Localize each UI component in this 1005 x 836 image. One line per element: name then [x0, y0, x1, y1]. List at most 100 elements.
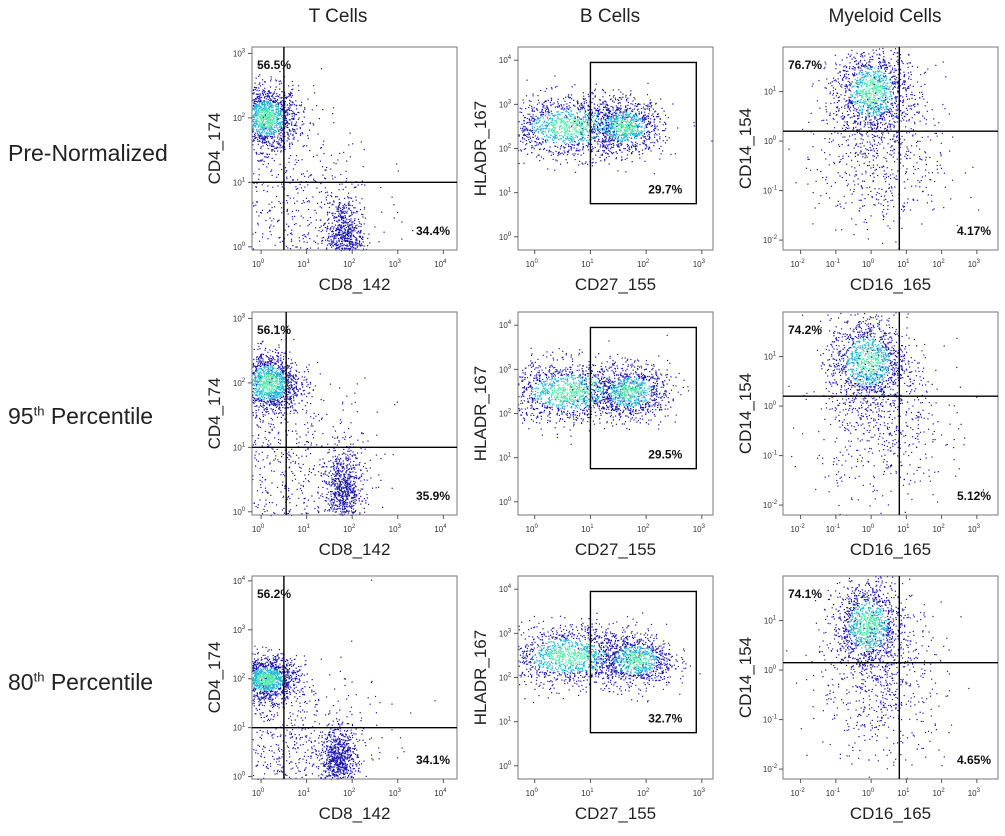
data-point — [638, 124, 640, 126]
data-point — [252, 124, 254, 126]
data-point — [335, 245, 337, 247]
data-point — [587, 120, 589, 122]
data-point — [652, 108, 654, 110]
data-point — [582, 128, 585, 130]
data-point — [873, 110, 875, 112]
data-point — [296, 161, 298, 164]
data-point — [274, 101, 277, 104]
data-point — [644, 108, 646, 110]
data-point — [594, 139, 596, 141]
data-point — [336, 233, 338, 235]
data-point — [279, 113, 281, 115]
data-point — [547, 99, 549, 101]
data-point — [566, 137, 568, 139]
data-point — [605, 103, 607, 105]
data-point — [556, 85, 558, 88]
data-point — [252, 89, 254, 91]
data-point — [582, 130, 584, 132]
data-point — [277, 118, 279, 120]
data-point — [262, 126, 264, 128]
data-point — [577, 145, 579, 147]
data-point — [564, 142, 566, 144]
data-point — [889, 78, 891, 80]
data-point — [567, 145, 570, 148]
data-point — [621, 138, 623, 140]
data-point — [711, 140, 713, 142]
data-point — [859, 132, 861, 134]
data-point — [292, 128, 294, 130]
data-point — [268, 90, 270, 92]
data-point — [550, 97, 552, 99]
data-point — [265, 110, 267, 112]
data-point — [271, 95, 273, 97]
data-point — [607, 117, 609, 119]
data-point — [277, 129, 280, 131]
data-point — [610, 98, 612, 100]
data-point — [262, 111, 264, 113]
data-point — [268, 110, 270, 113]
data-point — [295, 159, 297, 161]
data-point — [613, 152, 615, 154]
data-point — [278, 130, 280, 132]
data-point — [602, 89, 604, 91]
data-point — [844, 121, 846, 123]
data-point — [258, 105, 260, 107]
data-point — [317, 133, 319, 135]
data-point — [852, 105, 854, 107]
data-point — [851, 116, 853, 118]
data-point — [255, 137, 257, 139]
data-point — [260, 109, 262, 111]
data-point — [629, 116, 631, 118]
data-point — [264, 87, 266, 89]
data-point — [615, 122, 617, 124]
data-point — [629, 120, 632, 123]
data-point — [362, 214, 364, 216]
data-point — [588, 117, 590, 120]
data-point — [291, 121, 293, 123]
data-point — [523, 125, 525, 127]
data-point — [601, 138, 603, 140]
data-point — [333, 226, 335, 228]
data-point — [531, 127, 533, 130]
data-point — [591, 128, 594, 130]
data-point — [526, 130, 528, 132]
data-point — [553, 102, 555, 104]
data-point — [273, 105, 275, 107]
data-point — [523, 138, 526, 140]
data-point — [599, 144, 601, 146]
data-point — [625, 171, 627, 173]
data-point — [618, 89, 620, 91]
data-point — [845, 73, 847, 75]
data-point — [528, 121, 530, 123]
data-point — [259, 82, 261, 84]
data-point — [261, 126, 263, 128]
data-point — [279, 125, 281, 127]
data-point — [632, 151, 634, 153]
data-point — [304, 235, 306, 237]
data-point — [896, 116, 898, 118]
data-point — [544, 120, 546, 122]
data-point — [272, 119, 274, 121]
data-point — [887, 85, 889, 87]
data-point — [279, 137, 281, 139]
data-point — [277, 117, 279, 119]
data-point — [328, 202, 330, 204]
data-point — [606, 153, 609, 155]
data-point — [303, 111, 305, 113]
data-point — [531, 151, 533, 154]
data-point — [274, 101, 276, 103]
data-point — [348, 207, 350, 209]
data-point — [272, 116, 274, 118]
data-point — [595, 162, 597, 164]
data-point — [562, 135, 564, 137]
data-point — [636, 109, 638, 111]
data-point — [625, 109, 628, 111]
data-point — [574, 126, 576, 128]
data-point — [604, 145, 606, 147]
data-point — [612, 143, 614, 145]
data-point — [262, 101, 264, 103]
data-point — [289, 113, 291, 115]
data-point — [581, 128, 583, 130]
data-point — [301, 124, 303, 126]
data-point — [659, 136, 661, 138]
